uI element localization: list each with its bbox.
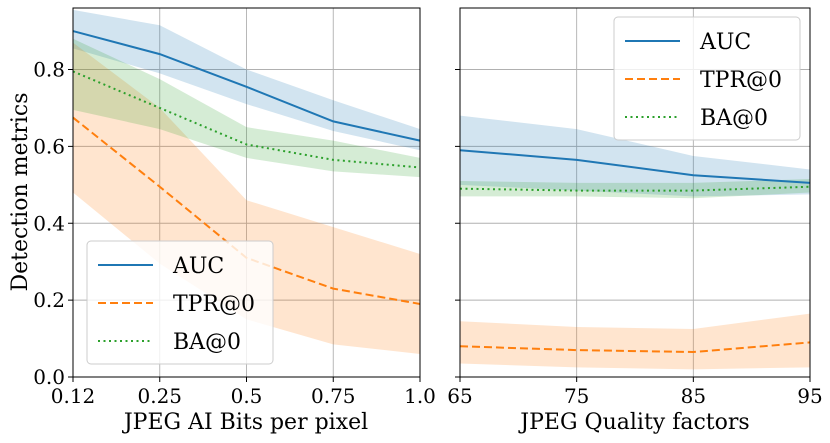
left-x-axis-label: JPEG AI Bits per pixel [122,410,368,435]
left-legend-label: TPR@0 [173,292,255,317]
left-band-ba-at-0 [73,38,420,178]
left-legend-label: AUC [172,254,224,279]
right-x-tick-label: 75 [564,384,589,408]
y-tick-label: 0.0 [33,365,65,389]
right-band-ba-at-0 [460,179,810,199]
y-tick-label: 0.8 [33,58,65,82]
right-line-tpr-at-0 [459,341,811,354]
left-line-ba-at-0 [72,70,421,169]
left-line-auc [72,30,421,142]
left-band-auc [73,9,420,151]
left-band-tpr-at-0 [73,42,420,354]
right-legend-box [613,16,801,141]
right-line-auc [459,149,811,184]
right-x-tick-label: 95 [797,384,822,408]
right-y-ticks [455,69,460,378]
left-y-ticks: 0.0 0.2 0.4 0.6 0.8 [33,58,73,389]
left-x-tick-label: 1.0 [404,384,436,408]
right-x-tick-label: 85 [681,384,706,408]
right-line-ba-at-0 [459,185,811,192]
left-legend-label: BA@0 [173,330,241,355]
y-tick-label: 0.6 [33,134,65,158]
right-legend-label: AUC [699,30,751,55]
left-x-ticks: 0.12 0.25 0.5 0.75 1.0 [51,377,436,408]
y-tick-label: 0.4 [33,211,65,235]
left-legend-box [86,240,274,365]
left-legend: AUC TPR@0 BA@0 [86,240,274,365]
right-x-axis-label: JPEG Quality factors [518,410,749,435]
left-x-tick-label: 0.25 [137,384,182,408]
y-tick-label: 0.2 [33,288,65,312]
left-x-tick-label: 0.75 [311,384,356,408]
left-x-tick-label: 0.5 [231,384,263,408]
left-x-tick-label: 0.12 [51,384,96,408]
right-bands [460,115,810,370]
right-panel: 65 75 85 95 JPEG Quality factors AUC TPR@0 BA… [447,7,823,435]
left-bands [73,9,420,354]
right-band-tpr-at-0 [460,313,810,370]
right-legend-label: TPR@0 [700,68,782,93]
right-x-ticks: 65 75 85 95 [447,377,823,408]
right-x-tick-label: 65 [447,384,472,408]
right-legend-label: BA@0 [700,106,768,131]
y-axis-label: Detection metrics [8,92,33,291]
right-legend: AUC TPR@0 BA@0 [613,16,801,141]
left-panel: 0.12 0.25 0.5 0.75 1.0 0.0 0.2 0.4 0.6 0.8 JPEG … [8,7,436,435]
right-axes-frame [459,7,811,378]
right-lines [459,149,811,354]
